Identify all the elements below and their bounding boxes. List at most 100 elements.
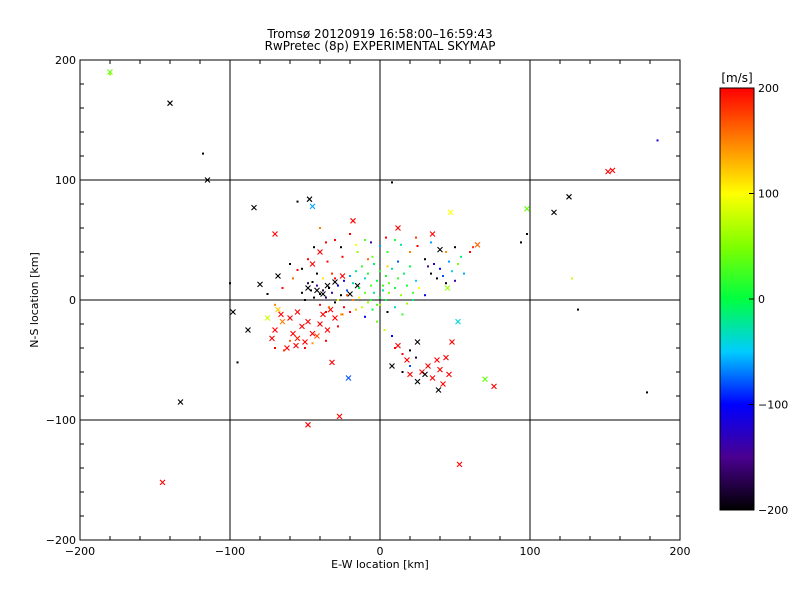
data-point-x (437, 246, 443, 253)
data-point-x (414, 339, 421, 345)
data-point-dot (371, 308, 374, 311)
data-point-dot (406, 302, 408, 305)
data-point-x (434, 357, 440, 363)
data-point-dot (301, 267, 303, 270)
data-point-x (305, 318, 311, 325)
data-point-dot (331, 291, 333, 294)
x-axis-label: E-W location [km] (331, 558, 429, 571)
data-point-dot (379, 245, 381, 247)
data-point-dot (355, 308, 357, 311)
colorbar-tick-label: 100 (758, 188, 779, 201)
data-point-dot (433, 263, 435, 265)
colorbar-ticks: 200 100 0 −100 −200 (749, 82, 788, 517)
data-point-dot (386, 251, 389, 253)
data-point-dot (334, 277, 336, 280)
data-point-dot (457, 263, 459, 265)
data-point-dot (394, 306, 396, 309)
data-point-x (294, 335, 301, 342)
y-tick-label: 200 (55, 54, 76, 67)
data-point-dot (340, 294, 342, 297)
data-point-dot (448, 260, 450, 263)
data-point-dot (415, 356, 417, 359)
chart-subtitle: RwPretec (8p) EXPERIMENTAL SKYMAP (265, 39, 496, 53)
data-point-dot (472, 246, 474, 249)
data-point-dot (376, 320, 378, 323)
data-point-x (345, 375, 352, 381)
data-point-x (491, 383, 497, 390)
data-point-dot (379, 303, 381, 306)
data-point-dot (322, 289, 324, 292)
data-point-dot (349, 275, 351, 277)
data-point-dot (289, 339, 291, 342)
data-point-x (605, 168, 611, 175)
data-point-dot (325, 311, 327, 313)
data-point-x (551, 209, 557, 216)
data-point-dot (416, 245, 419, 247)
data-point-dot (371, 255, 374, 258)
data-point-dot (442, 275, 444, 277)
data-point-dot (319, 293, 321, 295)
axis-ticks: −200 −100 0 100 200 −200 −100 0 100 200 (46, 54, 691, 558)
data-point-x (309, 203, 316, 210)
data-point-x (275, 273, 281, 279)
data-point-dot (334, 239, 336, 241)
colorbar-tick-label: 200 (758, 82, 779, 95)
data-points (107, 69, 659, 486)
data-point-dot (355, 270, 357, 273)
data-point-dot (412, 291, 414, 294)
data-point-dot (304, 347, 306, 349)
data-point-dot (326, 260, 329, 263)
data-point-x (272, 327, 278, 333)
data-point-dot (364, 239, 366, 241)
y-tick-label: 100 (55, 174, 76, 187)
data-point-dot (346, 289, 348, 292)
data-point-dot (274, 303, 276, 306)
data-point-x (332, 279, 338, 285)
data-point-dot (343, 279, 345, 282)
data-point-dot (400, 294, 402, 297)
data-point-dot (236, 361, 239, 364)
data-point-dot (367, 272, 369, 275)
data-point-x (609, 167, 616, 174)
data-point-dot (337, 284, 339, 287)
data-point-dot (202, 152, 204, 155)
data-point-dot (325, 296, 327, 299)
y-axis-label: N-S location [km] (28, 252, 41, 348)
data-point-x (177, 399, 184, 405)
data-point-dot (454, 246, 456, 249)
data-point-dot (403, 272, 405, 275)
y-tick-label: 0 (69, 294, 76, 307)
data-point-dot (401, 371, 404, 373)
data-point-x (425, 363, 431, 369)
data-point-dot (656, 139, 659, 142)
data-point-x (245, 327, 251, 333)
data-point-x (278, 311, 284, 318)
y-tick-label: −100 (46, 414, 76, 427)
data-point-dot (526, 233, 528, 235)
data-point-dot (319, 227, 321, 229)
data-point-dot (307, 258, 309, 261)
data-point-dot (385, 275, 387, 277)
data-point-dot (289, 263, 291, 265)
data-point-x (444, 285, 451, 291)
data-point-dot (520, 241, 522, 244)
data-point-dot (322, 277, 324, 280)
data-point-dot (409, 365, 411, 367)
data-point-dot (370, 299, 372, 301)
data-point-dot (364, 315, 366, 318)
data-point-dot (406, 284, 408, 287)
data-point-x (284, 345, 290, 351)
data-point-dot (412, 299, 414, 301)
data-point-x (329, 359, 335, 366)
x-tick-label: −200 (65, 545, 95, 558)
data-point-dot (311, 342, 314, 345)
data-point-dot (343, 306, 345, 309)
data-point-dot (451, 270, 453, 273)
data-point-x (336, 413, 343, 420)
data-point-x (332, 315, 338, 321)
data-point-x (566, 193, 572, 200)
data-point-x (449, 339, 455, 345)
data-point-dot (325, 241, 327, 244)
data-point-x (305, 285, 311, 291)
data-point-x (429, 231, 436, 237)
